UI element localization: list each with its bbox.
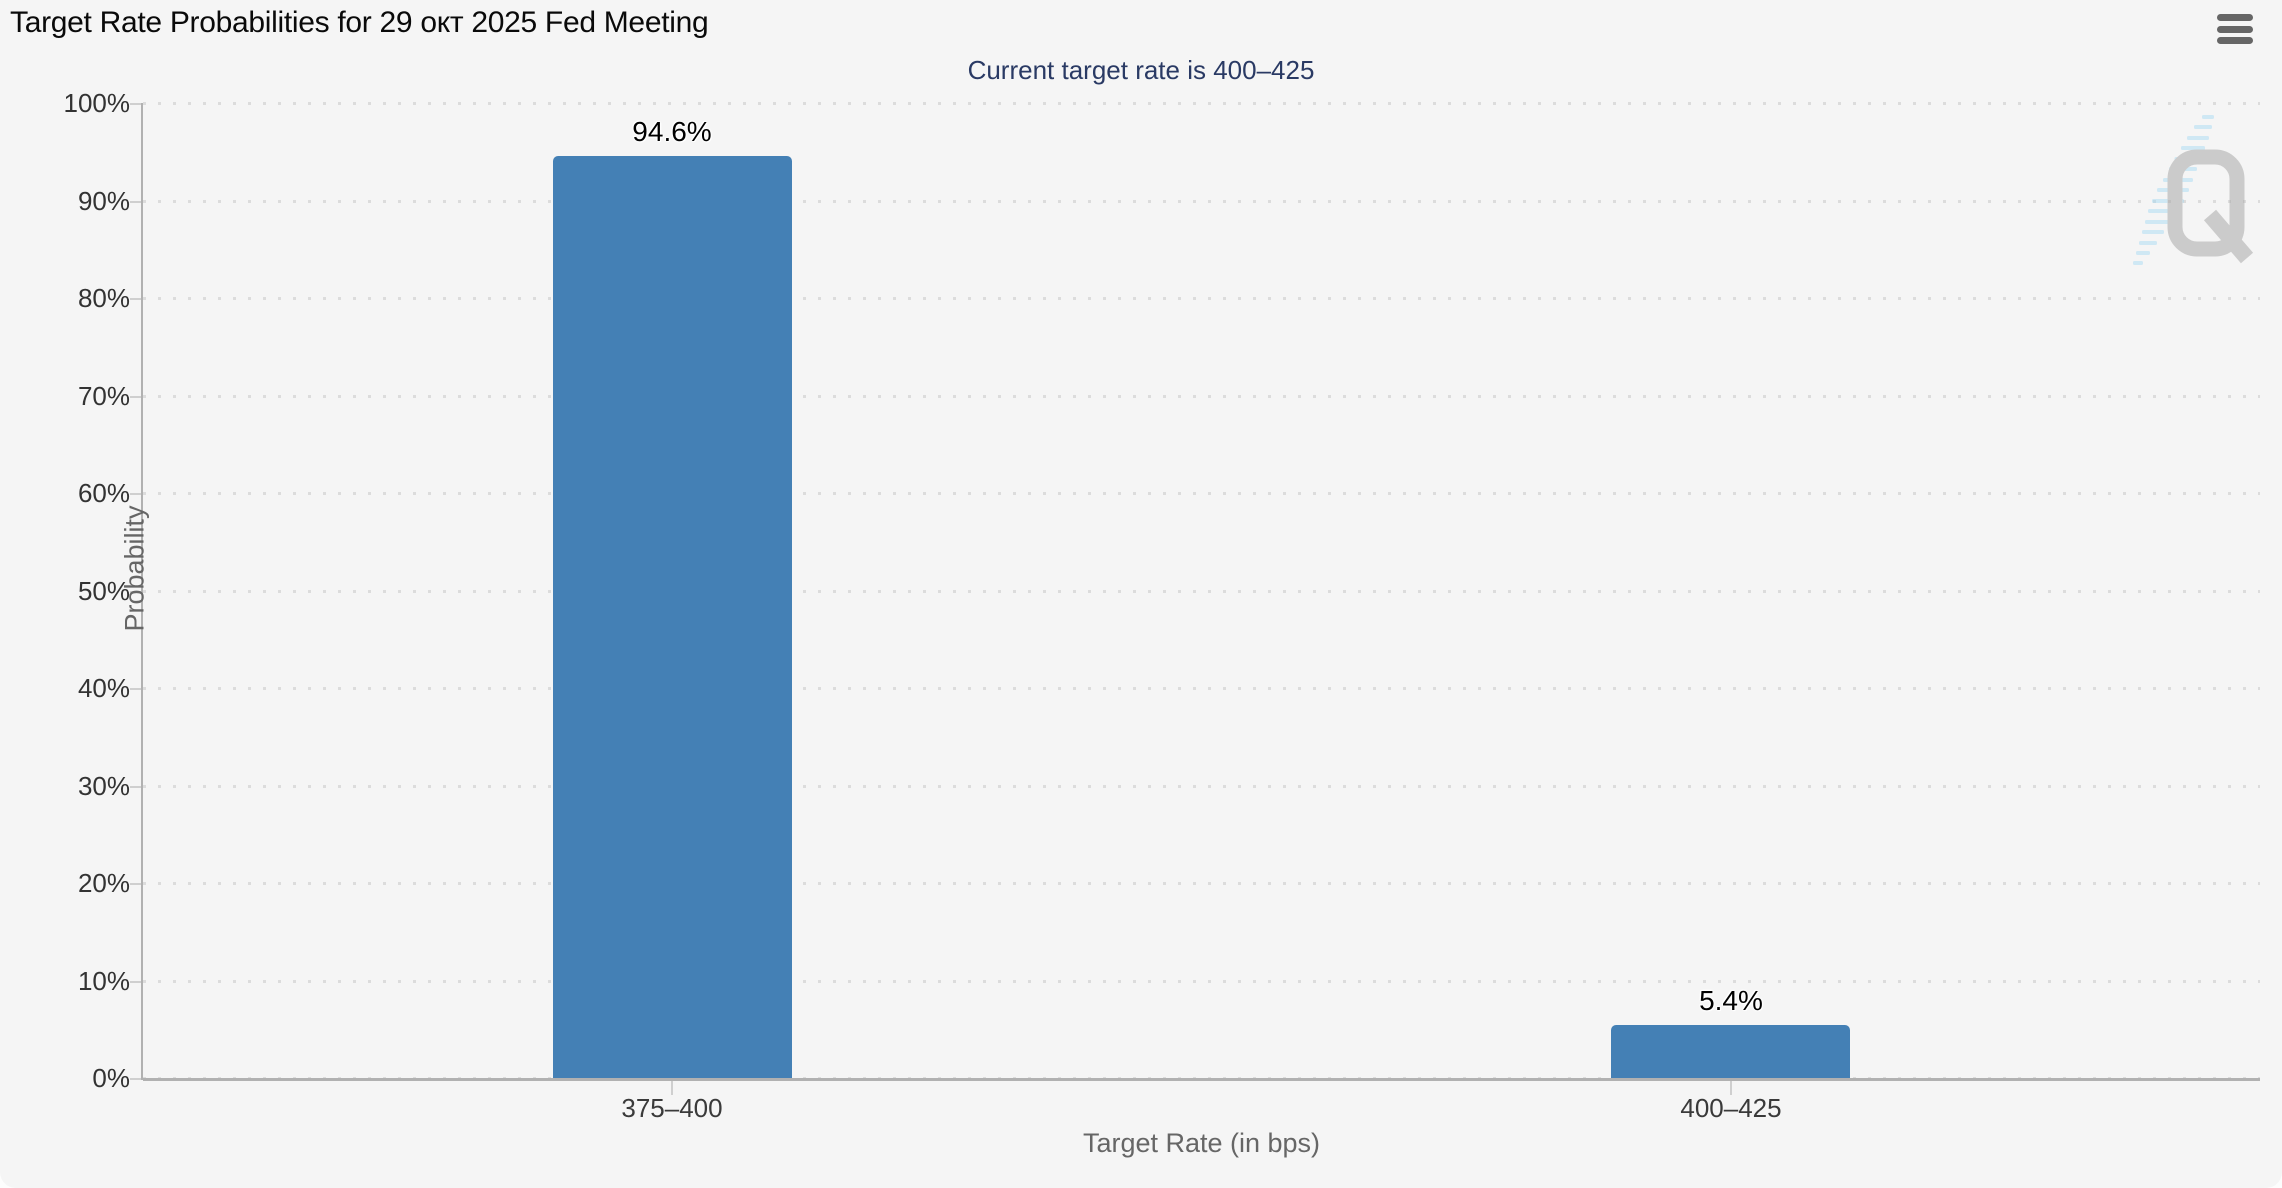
- y-axis-tick: [130, 1078, 141, 1080]
- menu-bar: [2217, 14, 2253, 21]
- y-tick-label: 60%: [77, 478, 130, 508]
- y-axis-tick: [130, 883, 141, 885]
- y-tick-label: 10%: [77, 966, 130, 996]
- y-axis-tick: [130, 786, 141, 788]
- bar-375–400[interactable]: [553, 156, 792, 1078]
- x-category-label: 400–425: [1680, 1093, 1782, 1123]
- gridline-10%: [143, 980, 2260, 983]
- y-axis-tick: [130, 396, 141, 398]
- x-axis-line: [143, 1078, 2260, 1081]
- y-tick-label: 90%: [77, 186, 130, 216]
- y-axis-tick: [130, 201, 141, 203]
- y-axis-tick: [130, 981, 141, 983]
- y-axis-tick: [130, 688, 141, 690]
- y-tick-label: 30%: [77, 771, 130, 801]
- plot-area: 100% 90% 80% 70% 60% 50% 40% 30% 20% 10% 0% 94.6% 3…: [64, 90, 2260, 1158]
- x-category-label: 375–400: [621, 1093, 723, 1123]
- gridline-30%: [143, 785, 2260, 788]
- gridline-60%: [143, 492, 2260, 495]
- y-tick-label: 0%: [92, 1063, 130, 1093]
- y-axis-tick: [130, 103, 141, 105]
- y-tick-label: 50%: [77, 576, 130, 606]
- x-axis-tick: [1730, 1081, 1732, 1095]
- y-axis-tick: [130, 298, 141, 300]
- gridline-90%: [143, 200, 2260, 203]
- gridline-50%: [143, 590, 2260, 593]
- y-axis-title: Probability: [119, 505, 150, 632]
- x-axis-tick: [671, 1081, 673, 1095]
- y-tick-label: 40%: [77, 673, 130, 703]
- chart-title: Target Rate Probabilities for 29 окт 202…: [10, 6, 709, 39]
- gridline-70%: [143, 395, 2260, 398]
- q-logo-watermark: [2133, 115, 2254, 265]
- bar-value-label: 5.4%: [1699, 985, 1763, 1016]
- hamburger-menu-icon[interactable]: [2217, 14, 2253, 44]
- y-axis-line: [141, 103, 143, 1080]
- bar-400–425[interactable]: [1611, 1025, 1850, 1078]
- y-tick-label: 100%: [63, 88, 131, 118]
- menu-bar: [2217, 25, 2253, 33]
- menu-bar: [2217, 37, 2253, 44]
- chart-subtitle: Current target rate is 400–425: [967, 55, 1315, 85]
- y-axis-tick: [130, 591, 141, 593]
- gridline-40%: [143, 687, 2260, 690]
- y-tick-label: 80%: [77, 283, 130, 313]
- gridline-100%: [143, 102, 2260, 105]
- gridline-80%: [143, 297, 2260, 300]
- x-axis-title: Target Rate (in bps): [1082, 1128, 1321, 1158]
- bar-value-label: 94.6%: [632, 116, 712, 147]
- gridline-20%: [143, 882, 2260, 885]
- y-tick-label: 20%: [77, 868, 130, 898]
- y-axis-tick: [130, 493, 141, 495]
- y-tick-label: 70%: [77, 381, 130, 411]
